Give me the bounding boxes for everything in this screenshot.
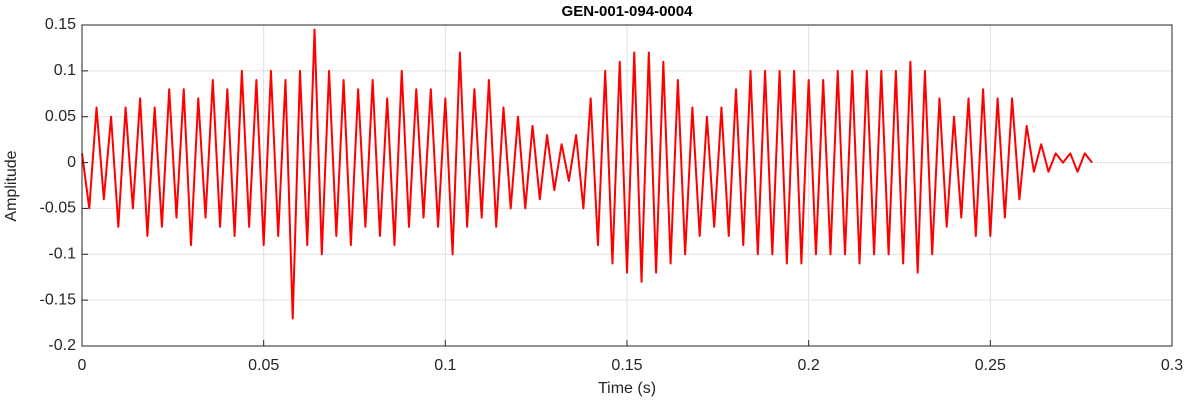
x-tick-label: 0.25 bbox=[975, 357, 1006, 374]
x-tick-label: 0.1 bbox=[434, 357, 456, 374]
x-tick-label: 0.05 bbox=[248, 357, 279, 374]
chart-title: GEN-001-094-0004 bbox=[562, 3, 694, 20]
x-tick-label: 0 bbox=[78, 357, 87, 374]
x-tick-label: 0.15 bbox=[611, 357, 642, 374]
y-tick-label: 0 bbox=[67, 154, 76, 171]
y-tick-label: -0.2 bbox=[48, 337, 76, 354]
x-tick-label: 0.3 bbox=[1161, 357, 1183, 374]
x-axis-label: Time (s) bbox=[598, 380, 656, 397]
y-tick-label: 0.1 bbox=[54, 62, 76, 79]
y-tick-label: -0.1 bbox=[48, 246, 76, 263]
y-tick-label: -0.05 bbox=[40, 200, 77, 217]
x-tick-label: 0.2 bbox=[798, 357, 820, 374]
waveform-line bbox=[81, 28, 1093, 320]
y-tick-label: 0.15 bbox=[45, 16, 76, 33]
plot-area bbox=[81, 28, 1093, 320]
y-axis-label: Amplitude bbox=[3, 150, 20, 221]
y-tick-label: 0.05 bbox=[45, 108, 76, 125]
y-tick-label: -0.15 bbox=[40, 291, 77, 308]
